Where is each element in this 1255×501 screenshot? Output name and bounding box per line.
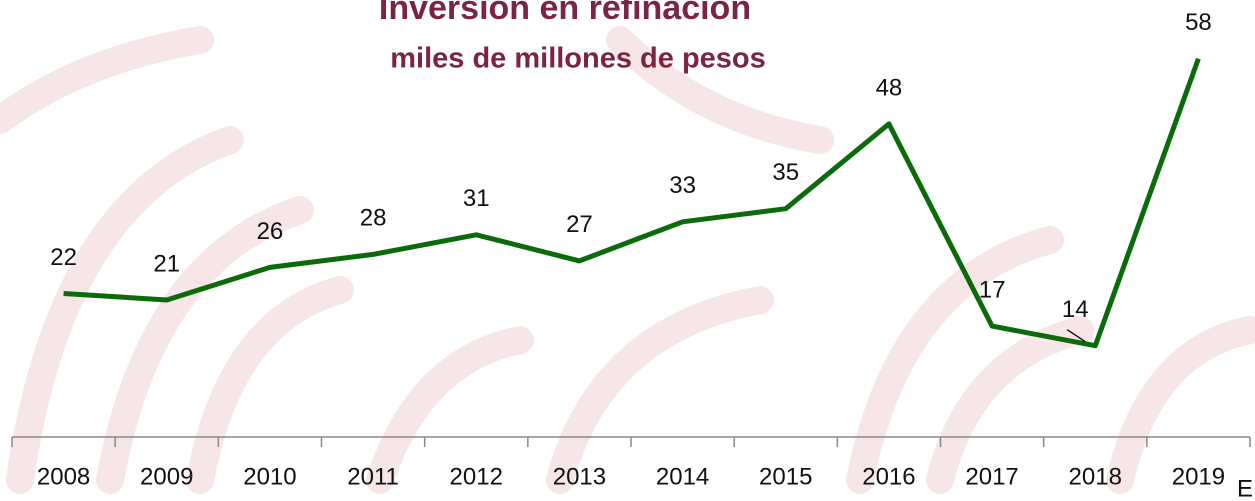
data-label: 35: [772, 159, 799, 186]
data-label: 21: [153, 250, 180, 277]
data-label: 14: [1062, 296, 1089, 323]
x-tick-label: 2019: [1172, 463, 1225, 490]
data-label: 26: [257, 218, 284, 245]
chart-subtitle: miles de millones de pesos: [390, 43, 766, 75]
x-tick-label: 2013: [553, 463, 606, 490]
watermark: [0, 26, 1255, 494]
x-tick-label: 2017: [965, 463, 1018, 490]
data-label: 27: [566, 211, 593, 238]
data-label: 17: [979, 276, 1006, 303]
x-tick-label: 2008: [37, 463, 90, 490]
data-label: 31: [463, 185, 490, 212]
data-label: 28: [360, 205, 387, 232]
x-tick-label: 2015: [759, 463, 812, 490]
x-tick-label: 2011: [347, 463, 399, 490]
data-label: 22: [50, 244, 77, 271]
x-tick-label: 2018: [1069, 463, 1122, 490]
line: [63, 57, 1201, 349]
leader-line: [1066, 329, 1086, 343]
x-tick-label: 2009: [140, 463, 193, 490]
data-label: 33: [669, 172, 696, 199]
annotation: E: [1237, 475, 1253, 501]
x-tick-label: 2014: [656, 463, 709, 490]
chart-title: Inversión en refinación: [379, 0, 751, 27]
data-label: 58: [1185, 9, 1212, 36]
x-tick-label: 2016: [862, 463, 915, 490]
x-tick-label: 2012: [450, 463, 503, 490]
data-label: 48: [876, 74, 903, 101]
x-tick-label: 2010: [243, 463, 296, 490]
